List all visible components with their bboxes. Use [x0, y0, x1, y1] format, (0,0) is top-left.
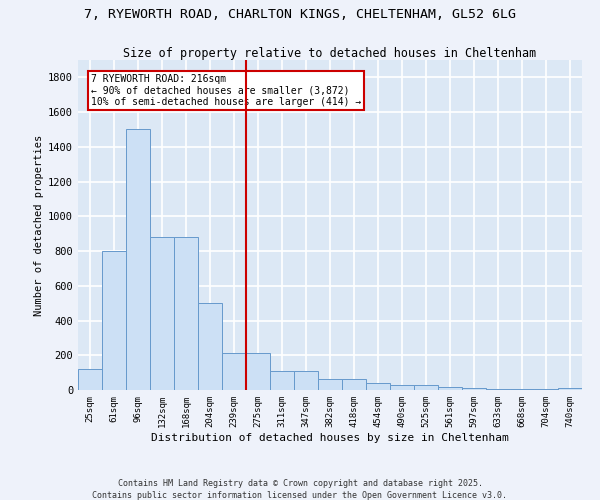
Bar	[294, 371, 318, 390]
Bar	[198, 303, 222, 390]
Bar	[126, 130, 150, 390]
Title: Size of property relative to detached houses in Cheltenham: Size of property relative to detached ho…	[124, 47, 536, 60]
Bar	[534, 389, 558, 390]
Bar	[246, 352, 270, 390]
Bar	[318, 378, 342, 390]
Bar	[558, 388, 582, 390]
Bar	[390, 385, 414, 390]
Bar	[102, 251, 126, 390]
Y-axis label: Number of detached properties: Number of detached properties	[34, 134, 44, 316]
Bar	[366, 383, 390, 390]
Text: 7 RYEWORTH ROAD: 216sqm
← 90% of detached houses are smaller (3,872)
10% of semi: 7 RYEWORTH ROAD: 216sqm ← 90% of detache…	[91, 74, 361, 107]
Bar	[342, 378, 366, 390]
Bar	[150, 237, 174, 390]
Bar	[78, 369, 102, 390]
Bar	[414, 385, 438, 390]
Bar	[510, 389, 534, 390]
Bar	[462, 388, 486, 390]
Text: 7, RYEWORTH ROAD, CHARLTON KINGS, CHELTENHAM, GL52 6LG: 7, RYEWORTH ROAD, CHARLTON KINGS, CHELTE…	[84, 8, 516, 20]
Bar	[174, 237, 198, 390]
Text: Contains HM Land Registry data © Crown copyright and database right 2025.
Contai: Contains HM Land Registry data © Crown c…	[92, 478, 508, 500]
Bar	[270, 371, 294, 390]
Bar	[486, 389, 510, 390]
Bar	[222, 352, 246, 390]
Bar	[438, 386, 462, 390]
X-axis label: Distribution of detached houses by size in Cheltenham: Distribution of detached houses by size …	[151, 432, 509, 442]
